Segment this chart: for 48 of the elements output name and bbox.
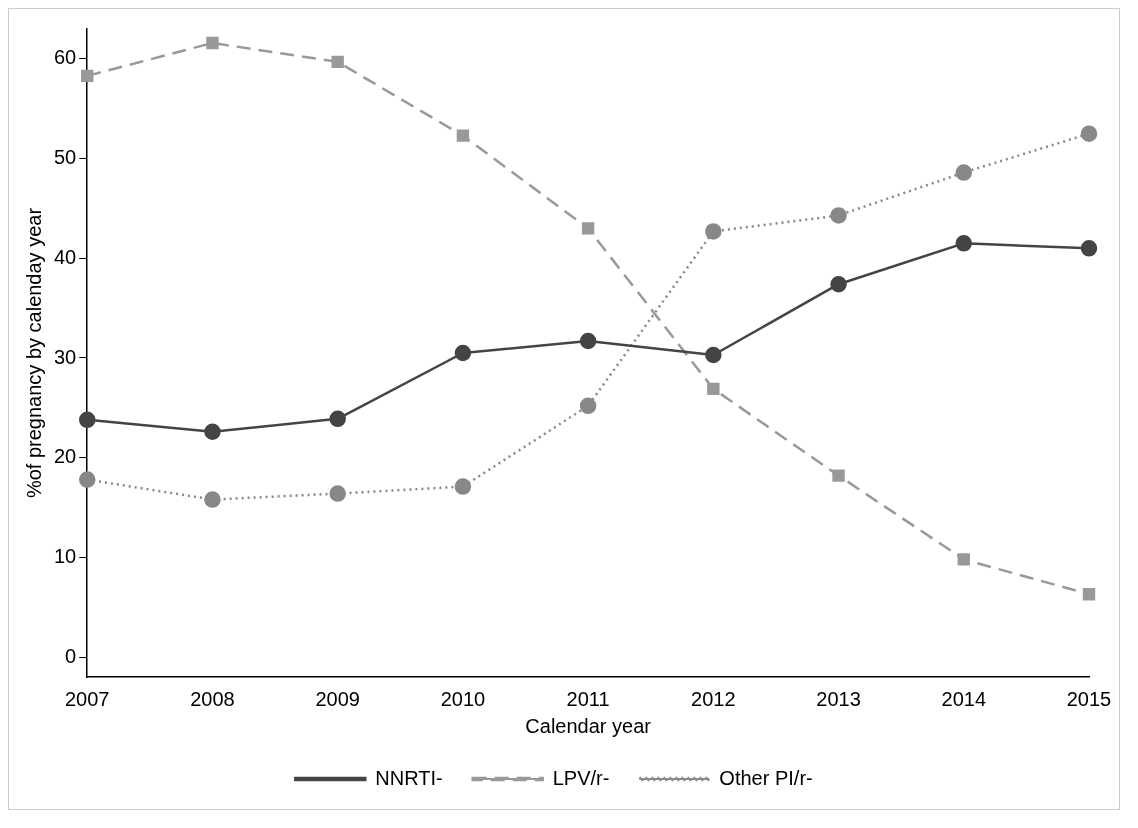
y-tick-label: 10 [54, 544, 77, 567]
y-tick-label: 60 [54, 46, 77, 69]
point [955, 164, 973, 181]
x-tick-label: 2014 [941, 687, 987, 710]
point [1082, 588, 1096, 601]
x-tick-label: 2010 [440, 687, 486, 710]
point [206, 36, 219, 50]
y-tick-label: 0 [65, 644, 77, 667]
x-tick-label: 2013 [816, 687, 861, 710]
point [830, 275, 847, 293]
point [331, 55, 344, 69]
x-tick-label: 2012 [691, 687, 736, 710]
point [81, 69, 94, 83]
legend-label: Other PI/r- [719, 766, 813, 789]
x-tick-label: 2008 [190, 687, 235, 710]
legend-label: LPV/r- [552, 766, 610, 789]
point [957, 553, 970, 566]
point [579, 332, 597, 350]
point [204, 491, 221, 508]
point [705, 346, 722, 364]
y-tick-label: 50 [54, 146, 77, 169]
point [454, 478, 472, 495]
legend-label: NNRTI- [375, 766, 443, 789]
point [456, 129, 470, 142]
point [705, 223, 722, 240]
y-tick-label: 40 [54, 245, 77, 268]
point [204, 423, 221, 441]
point [454, 344, 472, 362]
point [1080, 240, 1098, 257]
y-axis-title: %of pregnancy by calenday year [22, 207, 45, 499]
point [329, 485, 346, 502]
x-tick-label: 2011 [566, 687, 610, 710]
point [955, 235, 973, 252]
point [830, 207, 847, 224]
x-tick-label: 2015 [1066, 687, 1112, 710]
x-tick-label: 2007 [65, 687, 110, 710]
point [707, 382, 720, 396]
y-tick-label: 20 [54, 445, 77, 468]
point [579, 397, 597, 415]
point [329, 410, 346, 428]
y-tick-label: 30 [54, 345, 77, 368]
x-axis-title: Calendar year [525, 714, 652, 737]
point [79, 411, 96, 429]
x-tick-label: 2009 [315, 687, 360, 710]
point [581, 222, 595, 235]
point [1080, 125, 1098, 142]
point [832, 469, 845, 482]
point [79, 471, 96, 488]
